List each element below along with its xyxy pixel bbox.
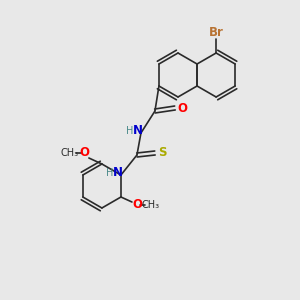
Text: S: S (158, 146, 166, 160)
Text: N: N (133, 124, 143, 137)
Text: O: O (79, 146, 89, 160)
Text: O: O (177, 101, 187, 115)
Text: N: N (113, 167, 123, 179)
Text: H: H (106, 168, 114, 178)
Text: CH₃: CH₃ (142, 200, 160, 210)
Text: H: H (126, 126, 134, 136)
Text: Br: Br (209, 26, 224, 38)
Text: O: O (132, 199, 142, 212)
Text: CH₃: CH₃ (61, 148, 79, 158)
